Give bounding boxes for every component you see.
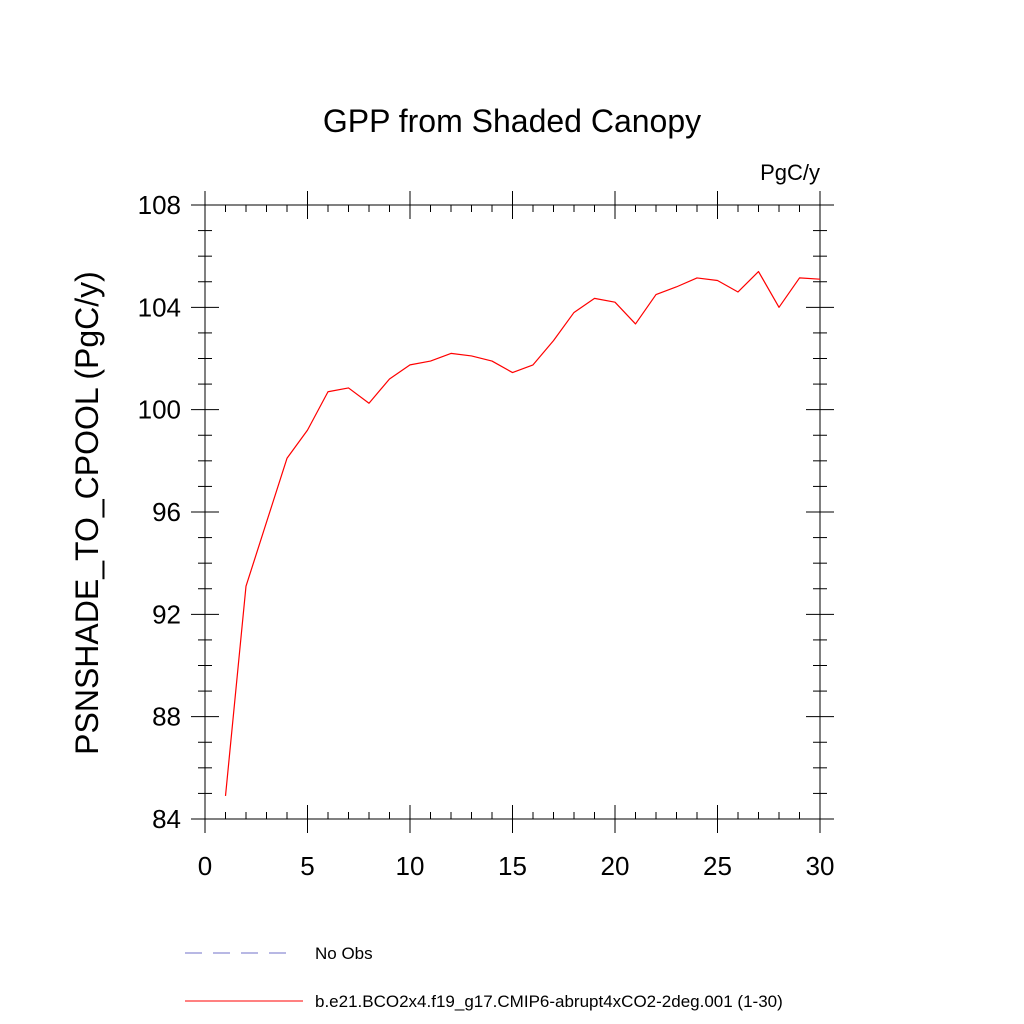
series-line — [224, 270, 821, 797]
x-tick-label: 20 — [601, 851, 630, 881]
units-label: PgC/y — [760, 160, 820, 185]
series-layer — [224, 270, 821, 797]
y-tick-label: 96 — [152, 497, 181, 527]
axes: 0 5 10 15 20 25 30 84 88 92 96 100 104 108 — [138, 190, 835, 881]
legend-no-obs-label: No Obs — [315, 944, 373, 963]
legend-series-label: b.e21.BCO2x4.f19_g17.CMIP6-abrupt4xCO2-2… — [315, 992, 783, 1011]
x-tick-label: 0 — [198, 851, 212, 881]
y-tick-label: 84 — [152, 804, 181, 834]
y-tick-label: 88 — [152, 702, 181, 732]
plot-frame — [204, 204, 821, 820]
y-tick-label: 100 — [138, 395, 181, 425]
y-tick-label: 108 — [138, 190, 181, 220]
legend: No Obs b.e21.BCO2x4.f19_g17.CMIP6-abrupt… — [185, 944, 783, 1011]
x-tick-label: 10 — [396, 851, 425, 881]
y-tick-label: 104 — [138, 292, 181, 322]
x-tick-label: 15 — [498, 851, 527, 881]
x-tick-label: 5 — [300, 851, 314, 881]
x-tick-label: 25 — [703, 851, 732, 881]
chart-title: GPP from Shaded Canopy — [323, 103, 701, 139]
y-tick-label: 92 — [152, 599, 181, 629]
y-axis-label: PSNSHADE_TO_CPOOL (PgC/y) — [69, 271, 105, 755]
x-tick-label: 30 — [806, 851, 835, 881]
